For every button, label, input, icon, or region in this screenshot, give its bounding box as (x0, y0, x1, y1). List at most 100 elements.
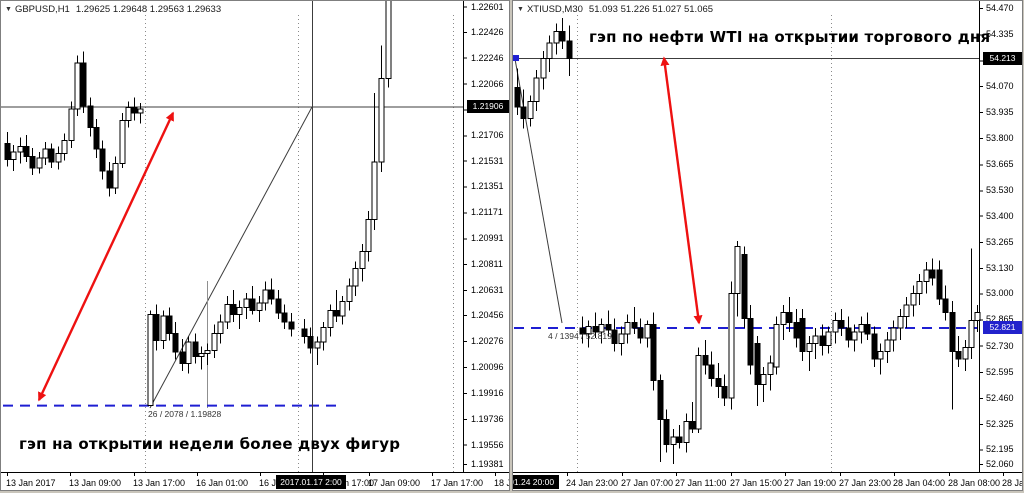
time-axis-label: 24 Jan 23:00 (566, 478, 619, 488)
candle-bearish (838, 319, 845, 329)
price-axis-label: 52.595 (986, 366, 1014, 377)
candle-bearish (179, 351, 186, 365)
candle-bearish (514, 87, 521, 108)
candle-bearish (99, 148, 106, 172)
time-axis-label: 27 Jan 11:00 (675, 478, 727, 488)
candle-bullish (767, 362, 774, 376)
candle-bullish (884, 339, 891, 352)
candle-bullish (314, 341, 321, 349)
candle-bearish (663, 418, 670, 446)
candle-bullish (185, 341, 192, 365)
price-axis-label: 52.195 (986, 444, 1014, 455)
candle-bullish (585, 325, 592, 335)
time-axis-label: 16 Jan 01:00 (196, 478, 249, 488)
candle-bullish (812, 335, 819, 345)
candle-bullish (903, 304, 910, 318)
price-axis-label: 1.22066 (471, 78, 504, 89)
candle-bearish (747, 317, 754, 366)
candle-bullish (968, 319, 975, 349)
price-axis-label: 1.22246 (471, 52, 504, 63)
candle-bearish (559, 30, 566, 42)
candle-bearish (871, 333, 878, 360)
price-axis-label: 54.070 (986, 80, 1014, 91)
time-axis-label: 28 Jan 04:00 (893, 478, 946, 488)
candle-bullish (36, 157, 43, 169)
candle-bearish (23, 145, 30, 157)
gap-measure-label: 26 / 2078 / 1.19828 (148, 409, 222, 419)
candle-bearish (307, 335, 314, 349)
candle-bullish (42, 148, 49, 159)
candle-bullish (217, 321, 224, 334)
price-axis-label: 52.865 (986, 314, 1014, 325)
price-axis-label: 54.335 (986, 29, 1014, 40)
candle-bullish (540, 58, 547, 79)
candle-bearish (689, 420, 696, 430)
price-axis-label: 52.325 (986, 419, 1014, 430)
chart-header: ▼ XTIUSD,M30 51.093 51.226 51.027 51.065 (517, 4, 713, 15)
candle-bearish (741, 253, 748, 319)
time-axis-label: 27 Jan 23:00 (839, 478, 892, 488)
candle-bullish (910, 292, 917, 306)
candle-bullish (365, 219, 372, 252)
candlestick-chart-plot[interactable] (513, 1, 1023, 491)
candle-bearish (131, 106, 138, 114)
price-axis-label: 53.665 (986, 159, 1014, 170)
chart-symbol-timeframe: GBPUSD,H1 (14, 4, 70, 15)
chart-window-gbpusd[interactable]: ▼ GBPUSD,H1 1.29625 1.29648 1.29563 1.2963… (0, 0, 510, 491)
candle-bearish (520, 106, 527, 120)
candle-bearish (605, 323, 612, 331)
candle-bullish (352, 268, 359, 287)
chart-ohlc-values: 51.093 51.226 51.027 51.065 (588, 4, 714, 15)
candle-bullish (147, 314, 154, 406)
candle-bearish (192, 341, 199, 357)
price-axis-label: 1.19556 (471, 439, 504, 450)
candle-bearish (799, 317, 806, 352)
candle-bullish (198, 353, 205, 357)
chevron-down-icon[interactable]: ▼ (517, 6, 524, 13)
candle-bullish (61, 140, 68, 155)
candle-bearish (657, 380, 664, 420)
gap-arrow (660, 56, 703, 325)
candle-bullish (10, 151, 17, 160)
candle-bearish (566, 40, 573, 60)
highlighted-price-label: 52.821 (983, 321, 1022, 335)
candle-bullish (385, 1, 392, 80)
price-axis-label: 1.20991 (471, 233, 504, 244)
candlestick-chart-plot[interactable] (1, 1, 510, 491)
candle-bullish (527, 100, 534, 120)
gap-trend-line (149, 106, 313, 409)
candle-bearish (281, 312, 288, 323)
candle-bearish (676, 436, 683, 444)
time-axis-label: 16 Jan 17:00 (322, 478, 375, 488)
candle-bullish (832, 319, 839, 333)
price-axis-label: 1.20811 (471, 259, 503, 270)
candle-bearish (845, 327, 852, 341)
chevron-down-icon[interactable]: ▼ (5, 6, 12, 13)
time-axis-label: 17 Jan 09:00 (368, 478, 421, 488)
candle-bullish (68, 108, 75, 142)
candle-bullish (243, 298, 250, 308)
price-axis-label: 1.21351 (471, 181, 504, 192)
chart-ohlc-values: 1.29625 1.29648 1.29563 1.29633 (75, 4, 222, 15)
candle-bullish (806, 343, 813, 352)
candle-bearish (153, 314, 160, 342)
candle-bullish (974, 312, 981, 321)
candle-bullish (760, 374, 767, 385)
candle-bullish (923, 269, 930, 283)
candle-bearish (230, 304, 237, 316)
candle-bearish (631, 321, 638, 329)
candle-bearish (702, 354, 709, 366)
candle-bearish (715, 378, 722, 387)
price-axis-label: 52.460 (986, 393, 1014, 403)
candle-bullish (371, 161, 378, 221)
time-axis-label: 18 Jan 01:00 (494, 478, 509, 488)
candle-bearish (333, 309, 340, 317)
chart-symbol-timeframe: XTIUSD,M30 (526, 4, 583, 15)
chart-window-xtiusd[interactable]: ▼ XTIUSD,M30 51.093 51.226 51.027 51.065 г… (512, 0, 1023, 491)
candle-bullish (256, 302, 263, 311)
price-axis-label: 1.20631 (471, 285, 504, 296)
candle-bullish (17, 145, 24, 153)
candle-bullish (119, 119, 126, 165)
candle-bearish (288, 321, 295, 330)
price-axis-label: 1.19736 (471, 413, 504, 424)
